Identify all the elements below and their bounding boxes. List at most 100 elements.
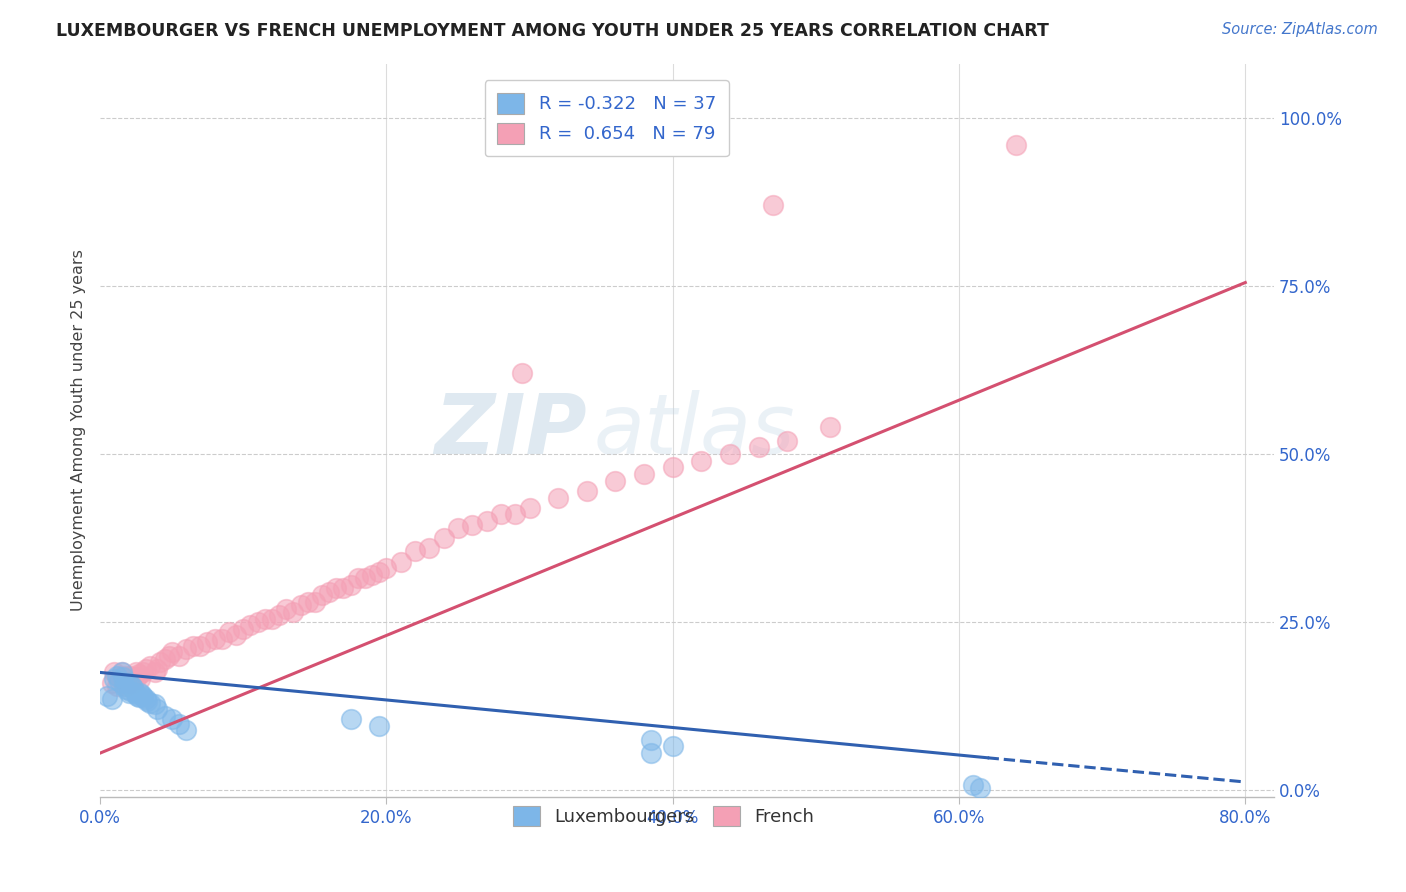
Point [160, 713, 183, 727]
Point [114, 669, 136, 683]
Point [640, 746, 662, 760]
Point [762, 198, 785, 212]
Point [121, 679, 143, 693]
Point [547, 491, 569, 505]
Point [118, 675, 141, 690]
Point [167, 648, 190, 663]
Point [640, 732, 662, 747]
Point [204, 632, 226, 646]
Point [818, 420, 841, 434]
Point [135, 662, 157, 676]
Point [103, 665, 125, 680]
Point [211, 632, 233, 646]
Point [120, 669, 142, 683]
Point [633, 467, 655, 482]
Point [122, 681, 145, 695]
Legend: Luxembourgers, French: Luxembourgers, French [503, 797, 823, 836]
Point [136, 694, 159, 708]
Point [304, 595, 326, 609]
Point [188, 639, 211, 653]
Point [389, 554, 412, 568]
Point [131, 688, 153, 702]
Point [503, 508, 526, 522]
Y-axis label: Unemployment Among Youth under 25 years: Unemployment Among Youth under 25 years [72, 250, 86, 611]
Point [661, 460, 683, 475]
Point [339, 713, 361, 727]
Point [174, 723, 197, 737]
Point [519, 500, 541, 515]
Point [112, 670, 135, 684]
Point [125, 687, 148, 701]
Point [276, 601, 298, 615]
Point [318, 584, 340, 599]
Point [153, 652, 176, 666]
Point [110, 665, 132, 680]
Point [115, 679, 138, 693]
Point [661, 739, 683, 754]
Point [96, 689, 118, 703]
Point [332, 582, 354, 596]
Point [157, 648, 180, 663]
Point [748, 440, 770, 454]
Point [107, 670, 129, 684]
Point [117, 672, 139, 686]
Point [115, 682, 138, 697]
Point [260, 612, 283, 626]
Point [160, 645, 183, 659]
Point [447, 521, 470, 535]
Point [962, 778, 984, 792]
Point [105, 669, 128, 683]
Point [112, 672, 135, 686]
Point [404, 544, 426, 558]
Point [153, 709, 176, 723]
Point [125, 665, 148, 680]
Point [368, 565, 391, 579]
Point [969, 780, 991, 795]
Point [132, 690, 155, 705]
Point [267, 608, 290, 623]
Point [127, 689, 149, 703]
Point [139, 658, 162, 673]
Point [311, 588, 333, 602]
Point [135, 692, 157, 706]
Point [139, 696, 162, 710]
Point [129, 685, 152, 699]
Point [143, 697, 166, 711]
Point [174, 641, 197, 656]
Point [283, 605, 305, 619]
Point [253, 612, 276, 626]
Point [129, 672, 152, 686]
Point [690, 453, 713, 467]
Point [128, 690, 150, 705]
Point [107, 674, 129, 689]
Point [418, 541, 440, 555]
Point [127, 670, 149, 684]
Point [181, 639, 204, 653]
Point [118, 685, 141, 699]
Point [100, 675, 122, 690]
Point [475, 514, 498, 528]
Point [339, 578, 361, 592]
Text: LUXEMBOURGER VS FRENCH UNEMPLOYMENT AMONG YOUTH UNDER 25 YEARS CORRELATION CHART: LUXEMBOURGER VS FRENCH UNEMPLOYMENT AMON… [56, 22, 1049, 40]
Point [290, 598, 312, 612]
Point [114, 679, 136, 693]
Point [361, 568, 384, 582]
Point [105, 679, 128, 693]
Point [100, 692, 122, 706]
Point [489, 508, 512, 522]
Point [776, 434, 799, 448]
Point [605, 474, 627, 488]
Point [346, 571, 368, 585]
Point [146, 702, 169, 716]
Point [225, 628, 247, 642]
Point [143, 665, 166, 680]
Point [218, 625, 240, 640]
Point [117, 677, 139, 691]
Point [120, 683, 142, 698]
Point [149, 656, 172, 670]
Point [325, 582, 347, 596]
Point [368, 719, 391, 733]
Point [197, 635, 219, 649]
Point [128, 667, 150, 681]
Point [146, 662, 169, 676]
